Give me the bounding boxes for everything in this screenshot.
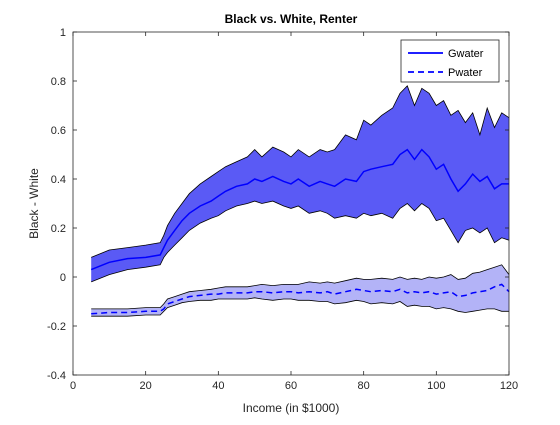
legend-label-pwater: Pwater xyxy=(448,67,483,79)
band-upper-edge-gwater xyxy=(91,85,510,258)
band-pwater xyxy=(91,264,509,317)
x-axis-label: Income (in $1000) xyxy=(243,401,340,415)
series-line-pwater xyxy=(91,283,510,315)
confidence-bands xyxy=(91,85,510,317)
series-line-gwater xyxy=(90,148,509,271)
x-tick-label: 60 xyxy=(285,380,297,392)
series-lines xyxy=(90,148,510,315)
legend-label-gwater: Gwater xyxy=(448,48,484,60)
band-gwater xyxy=(91,85,509,282)
legend: Gwater Pwater xyxy=(400,39,500,83)
x-tick-label: 40 xyxy=(212,380,224,392)
y-tick-label: 1 xyxy=(60,27,66,39)
axis-ticks: 0 20 40 60 80 100 120 -0.4 -0.2 0 0.2 0.4 0.6 0.8 1 xyxy=(47,27,518,392)
x-tick-label: 100 xyxy=(427,380,445,392)
band-upper-edge-pwater xyxy=(91,264,510,310)
x-tick-label: 80 xyxy=(358,380,370,392)
y-tick-label: 0.8 xyxy=(51,76,66,88)
y-tick-label: 0.4 xyxy=(51,174,66,186)
band-lower-edge-pwater xyxy=(91,297,509,317)
y-tick-label: 0 xyxy=(60,272,66,284)
chart-title: Black vs. White, Renter xyxy=(225,12,358,26)
y-tick-label: 0.6 xyxy=(51,125,66,137)
x-tick-label: 120 xyxy=(500,380,518,392)
y-tick-label: 0.2 xyxy=(51,223,66,235)
band-lower-edge-gwater xyxy=(91,200,510,283)
y-tick-label: -0.2 xyxy=(47,321,66,333)
y-axis-label: Black - White xyxy=(27,168,41,239)
x-tick-label: 20 xyxy=(140,380,152,392)
x-tick-label: 0 xyxy=(70,380,76,392)
y-tick-label: -0.4 xyxy=(47,370,66,382)
legend-box xyxy=(400,39,500,83)
